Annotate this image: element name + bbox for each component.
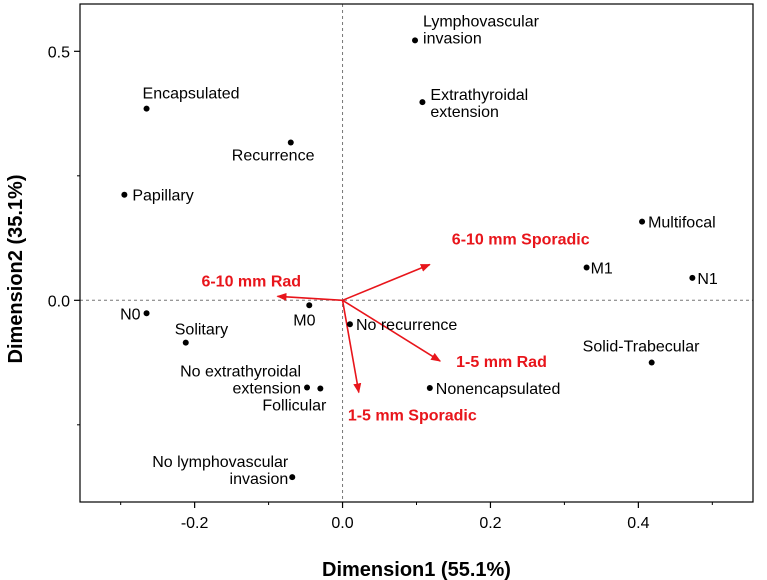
x-axis-ticks: -0.2 0.0 0.2 0.4 <box>120 502 713 532</box>
point-label-multifocal: Multifocal <box>648 215 716 232</box>
point-label-nonencapsulated: Nonencapsulated <box>436 381 561 398</box>
point-n0 <box>143 310 150 317</box>
point-lymphovascular-invasion <box>412 37 419 44</box>
vector-label-6-10-mm-rad: 6-10 mm Rad <box>201 273 301 290</box>
point-extrathyroidal-extension <box>419 99 426 106</box>
point-m1 <box>583 264 590 271</box>
point-papillary <box>121 191 128 198</box>
point-n1 <box>689 274 696 281</box>
point-follicular <box>317 385 324 392</box>
point-label-m1: M1 <box>591 260 613 277</box>
point-recurrence <box>287 139 294 146</box>
point-label-no-lymphovascular-invasion: No lymphovascular invasion <box>152 454 289 488</box>
point-multifocal <box>639 218 646 225</box>
y-axis-ticks: 0.0 0.5 <box>48 44 80 426</box>
vector-label-1-5-mm-rad: 1-5 mm Rad <box>456 354 547 371</box>
point-label-papillary: Papillary <box>132 188 193 205</box>
x-tick-label: -0.2 <box>181 515 209 532</box>
vector-arrow-6-10-mm-rad <box>276 292 343 302</box>
x-tick-label: 0.0 <box>331 515 353 532</box>
loading-vectors: 6-10 mm Sporadic 6-10 mm Rad 1-5 mm Rad 1-5… <box>201 231 589 424</box>
point-no-recurrence <box>346 321 353 328</box>
reference-lines <box>80 4 753 502</box>
x-axis-title: Dimension1 (55.1%) <box>322 559 511 580</box>
point-encapsulated <box>143 105 150 112</box>
point-label-solitary: Solitary <box>175 322 228 339</box>
point-label-n0: N0 <box>120 306 141 323</box>
point-m0 <box>306 302 313 309</box>
y-tick-label: 0.5 <box>48 44 70 61</box>
point-label-follicular: Follicular <box>262 397 327 414</box>
point-solid-trabecular <box>648 359 655 366</box>
plot-area-frame <box>79 3 754 503</box>
y-tick-label: 0.0 <box>48 293 70 310</box>
point-solitary <box>182 339 189 346</box>
category-points: Lymphovascular invasion Extrathyroidal exte… <box>120 13 718 488</box>
y-axis-title: Dimension2 (35.1%) <box>5 175 27 364</box>
vector-arrow-1-5-mm-rad <box>342 299 442 362</box>
vector-arrow-6-10-mm-sporadic <box>342 263 431 302</box>
point-nonencapsulated <box>426 384 433 391</box>
vector-label-1-5-mm-sporadic: 1-5 mm Sporadic <box>348 407 477 424</box>
point-label-solid-trabecular: Solid-Trabecular <box>583 339 700 356</box>
point-no-lymphovascular-invasion <box>289 474 296 481</box>
vector-arrow-1-5-mm-sporadic <box>341 300 362 394</box>
point-label-extrathyroidal-extension: Extrathyroidal extension <box>430 87 528 121</box>
x-tick-label: 0.4 <box>627 515 649 532</box>
point-label-recurrence: Recurrence <box>232 147 315 164</box>
point-label-m0: M0 <box>293 312 315 329</box>
x-tick-label: 0.2 <box>479 515 501 532</box>
point-label-n1: N1 <box>697 271 718 288</box>
point-no-extrathyroidal-extension <box>304 384 311 391</box>
vector-label-6-10-mm-sporadic: 6-10 mm Sporadic <box>452 231 590 248</box>
point-label-lymphovascular-invasion: Lymphovascular invasion <box>423 13 540 47</box>
point-label-encapsulated: Encapsulated <box>143 86 240 103</box>
point-label-no-extrathyroidal-extension: No extrathyroidal extension <box>180 363 301 397</box>
point-label-no-recurrence: No recurrence <box>356 317 457 334</box>
